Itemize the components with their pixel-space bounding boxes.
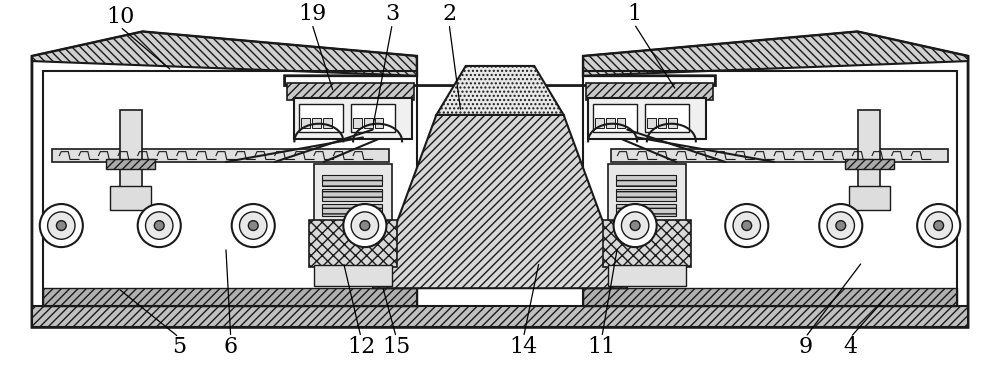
Circle shape [360, 221, 370, 231]
Text: 3: 3 [385, 3, 399, 25]
Bar [616, 189, 676, 201]
Bar [595, 118, 604, 128]
Circle shape [630, 221, 640, 231]
Bar [299, 104, 343, 131]
Bar [606, 118, 615, 128]
Circle shape [138, 204, 181, 247]
Bar [314, 164, 392, 223]
Bar [301, 118, 310, 128]
Circle shape [827, 212, 854, 239]
Bar [645, 104, 689, 131]
Bar [294, 98, 412, 139]
Bar [611, 149, 948, 162]
Text: 4: 4 [843, 336, 858, 358]
Text: 14: 14 [509, 336, 538, 358]
Bar [106, 159, 155, 169]
Bar [593, 104, 637, 131]
Bar [617, 118, 625, 128]
Bar [647, 118, 656, 128]
Text: 2: 2 [442, 3, 456, 25]
Circle shape [742, 221, 752, 231]
Bar [322, 204, 382, 216]
Circle shape [232, 204, 275, 247]
Text: 12: 12 [347, 336, 375, 358]
Bar [375, 118, 383, 128]
Bar [351, 104, 395, 131]
Text: 6: 6 [224, 336, 238, 358]
Circle shape [733, 212, 760, 239]
Circle shape [240, 212, 267, 239]
Bar [588, 98, 706, 139]
Bar [309, 220, 397, 267]
Circle shape [819, 204, 862, 247]
Bar [120, 110, 142, 188]
Bar [322, 189, 382, 201]
Text: 9: 9 [798, 336, 813, 358]
Circle shape [836, 221, 846, 231]
Bar [586, 83, 713, 100]
Bar [314, 265, 392, 286]
Bar [287, 83, 414, 100]
Bar [845, 159, 894, 169]
Bar [583, 288, 957, 306]
Circle shape [343, 204, 386, 247]
Circle shape [351, 212, 379, 239]
Circle shape [925, 212, 952, 239]
Bar [110, 186, 151, 210]
Bar [616, 175, 676, 186]
Bar [43, 288, 417, 306]
Bar [608, 265, 686, 286]
Polygon shape [373, 115, 627, 288]
Bar [323, 118, 332, 128]
Text: 10: 10 [106, 6, 134, 28]
Polygon shape [583, 32, 968, 76]
Text: 19: 19 [298, 3, 326, 25]
Circle shape [621, 212, 649, 239]
Text: 15: 15 [382, 336, 410, 358]
Bar [616, 204, 676, 216]
Bar [364, 118, 373, 128]
Polygon shape [32, 32, 968, 328]
Bar [668, 118, 677, 128]
Circle shape [56, 221, 66, 231]
Bar [32, 306, 968, 328]
Bar [608, 164, 686, 223]
Text: 1: 1 [627, 3, 641, 25]
Circle shape [934, 221, 944, 231]
Circle shape [154, 221, 164, 231]
Circle shape [48, 212, 75, 239]
Circle shape [614, 204, 657, 247]
Bar [312, 118, 321, 128]
Bar [322, 175, 382, 186]
Circle shape [40, 204, 83, 247]
Circle shape [146, 212, 173, 239]
Text: 11: 11 [588, 336, 616, 358]
Bar [849, 186, 890, 210]
Circle shape [917, 204, 960, 247]
Bar [353, 118, 362, 128]
Bar [658, 118, 666, 128]
Circle shape [725, 204, 768, 247]
Polygon shape [436, 66, 564, 115]
Polygon shape [32, 32, 417, 76]
Bar [858, 110, 880, 188]
Circle shape [248, 221, 258, 231]
Bar [603, 220, 691, 267]
Text: 5: 5 [172, 336, 186, 358]
Bar [52, 149, 389, 162]
